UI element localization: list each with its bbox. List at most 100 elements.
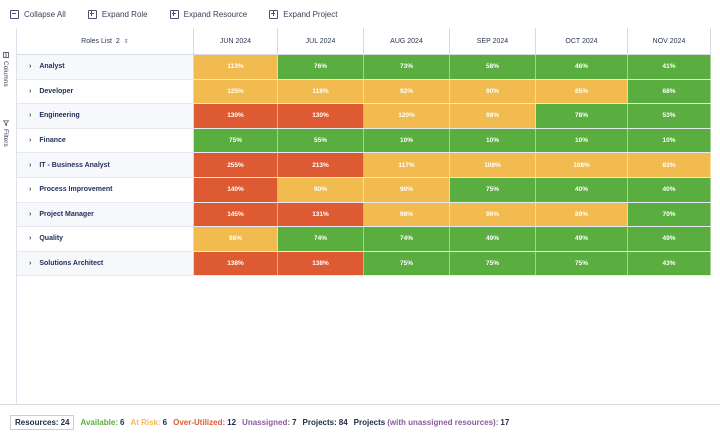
utilization-cell[interactable]: 85% <box>536 79 628 104</box>
utilization-cell[interactable]: 55% <box>278 128 364 153</box>
chevron-right-icon[interactable]: › <box>29 260 32 268</box>
utilization-cell[interactable]: 131% <box>278 202 364 227</box>
roles-list-header[interactable]: Roles List 2 ⇕ <box>17 28 194 54</box>
table-row[interactable]: › Quality 86% 74% 74% 49% 49% 49% <box>17 227 711 252</box>
chevron-right-icon[interactable]: › <box>29 112 32 120</box>
utilization-cell[interactable]: 74% <box>278 227 364 251</box>
month-header[interactable]: SEP 2024 <box>450 28 536 54</box>
over-utilized-summary[interactable]: Over-Utilized: 12 <box>173 418 236 427</box>
role-cell[interactable]: › Project Manager <box>17 202 194 227</box>
utilization-cell[interactable]: 41% <box>628 55 711 79</box>
utilization-cell[interactable]: 75% <box>450 177 536 202</box>
utilization-cell[interactable]: 10% <box>628 128 711 153</box>
utilization-cell[interactable]: 76% <box>278 55 364 79</box>
projects-summary[interactable]: Projects: 84 <box>303 418 348 427</box>
expand-role-button[interactable]: Expand Role <box>87 9 148 19</box>
utilization-cell[interactable]: 138% <box>278 251 364 276</box>
utilization-cell[interactable]: 75% <box>364 251 450 276</box>
utilization-cell[interactable]: 83% <box>628 153 711 177</box>
utilization-cell[interactable]: 89% <box>536 202 628 227</box>
month-header[interactable]: AUG 2024 <box>364 28 450 54</box>
table-row[interactable]: › IT - Business Analyst 255% 213% 117% 108% 10… <box>17 153 711 178</box>
utilization-cell[interactable]: 108% <box>450 153 536 177</box>
utilization-cell[interactable]: 98% <box>364 202 450 227</box>
columns-tab[interactable]: Columns <box>2 52 9 87</box>
utilization-cell[interactable]: 113% <box>194 55 278 79</box>
utilization-cell[interactable]: 108% <box>536 153 628 177</box>
utilization-cell[interactable]: 78% <box>536 104 628 128</box>
utilization-cell[interactable]: 140% <box>194 177 278 202</box>
utilization-cell[interactable]: 75% <box>450 251 536 276</box>
chevron-right-icon[interactable]: › <box>29 186 32 194</box>
utilization-cell[interactable]: 213% <box>278 153 364 177</box>
utilization-cell[interactable]: 68% <box>628 79 711 104</box>
utilization-cell[interactable]: 120% <box>364 104 450 128</box>
role-cell[interactable]: › Finance <box>17 128 194 153</box>
role-cell[interactable]: › IT - Business Analyst <box>17 153 194 177</box>
utilization-cell[interactable]: 90% <box>450 79 536 104</box>
collapse-all-button[interactable]: Collapse All <box>10 9 66 19</box>
unassigned-summary[interactable]: Unassigned: 7 <box>242 418 296 427</box>
table-row[interactable]: › Analyst 113% 76% 73% 58% 46% 41% <box>17 55 711 80</box>
utilization-cell[interactable]: 90% <box>278 177 364 202</box>
month-header[interactable]: JUN 2024 <box>194 28 278 54</box>
utilization-cell[interactable]: 145% <box>194 202 278 227</box>
table-row[interactable]: › Engineering 130% 130% 120% 98% 78% 53% <box>17 104 711 129</box>
chevron-right-icon[interactable]: › <box>29 87 32 95</box>
chevron-right-icon[interactable]: › <box>29 210 32 218</box>
role-cell[interactable]: › Solutions Architect <box>17 251 194 276</box>
utilization-cell[interactable]: 49% <box>628 227 711 251</box>
utilization-cell[interactable]: 118% <box>278 79 364 104</box>
chevron-right-icon[interactable]: › <box>29 161 32 169</box>
utilization-cell[interactable]: 90% <box>364 177 450 202</box>
utilization-cell[interactable]: 75% <box>194 128 278 153</box>
at-risk-summary[interactable]: At Risk: 6 <box>130 418 167 427</box>
utilization-cell[interactable]: 138% <box>194 251 278 276</box>
utilization-cell[interactable]: 73% <box>364 55 450 79</box>
utilization-cell[interactable]: 58% <box>450 55 536 79</box>
utilization-cell[interactable]: 255% <box>194 153 278 177</box>
month-header[interactable]: NOV 2024 <box>628 28 711 54</box>
chevron-right-icon[interactable]: › <box>29 63 32 71</box>
expand-resource-button[interactable]: Expand Resource <box>169 9 247 19</box>
utilization-cell[interactable]: 130% <box>278 104 364 128</box>
month-header[interactable]: OCT 2024 <box>536 28 628 54</box>
table-row[interactable]: › Project Manager 145% 131% 98% 96% 89% 70% <box>17 202 711 228</box>
utilization-cell[interactable]: 49% <box>536 227 628 251</box>
utilization-cell[interactable]: 43% <box>628 251 711 276</box>
utilization-cell[interactable]: 130% <box>194 104 278 128</box>
utilization-cell[interactable]: 125% <box>194 79 278 104</box>
utilization-cell[interactable]: 53% <box>628 104 711 128</box>
month-header[interactable]: JUL 2024 <box>278 28 364 54</box>
role-cell[interactable]: › Quality <box>17 227 194 251</box>
utilization-cell[interactable]: 49% <box>450 227 536 251</box>
utilization-cell[interactable]: 92% <box>364 79 450 104</box>
table-row[interactable]: › Solutions Architect 138% 138% 75% 75% 75% 43% <box>17 251 711 277</box>
utilization-cell[interactable]: 10% <box>450 128 536 153</box>
utilization-cell[interactable]: 86% <box>194 227 278 251</box>
filters-tab[interactable]: Filters <box>2 120 9 147</box>
expand-project-button[interactable]: Expand Project <box>269 9 337 19</box>
available-summary[interactable]: Available: 6 <box>80 418 124 427</box>
projects-unassigned-summary[interactable]: Projects (with unassigned resources): 17 <box>354 418 510 427</box>
table-row[interactable]: › Process Improvement 140% 90% 90% 75% 40% 40% <box>17 177 711 203</box>
utilization-cell[interactable]: 96% <box>450 202 536 227</box>
utilization-cell[interactable]: 70% <box>628 202 711 227</box>
utilization-cell[interactable]: 40% <box>536 177 628 202</box>
utilization-cell[interactable]: 10% <box>364 128 450 153</box>
utilization-cell[interactable]: 40% <box>628 177 711 202</box>
role-cell[interactable]: › Engineering <box>17 104 194 128</box>
utilization-cell[interactable]: 117% <box>364 153 450 177</box>
sort-icon[interactable]: ⇕ <box>123 38 129 45</box>
table-row[interactable]: › Developer 125% 118% 92% 90% 85% 68% <box>17 79 711 105</box>
utilization-cell[interactable]: 74% <box>364 227 450 251</box>
utilization-cell[interactable]: 46% <box>536 55 628 79</box>
chevron-right-icon[interactable]: › <box>29 137 32 145</box>
utilization-cell[interactable]: 75% <box>536 251 628 276</box>
utilization-cell[interactable]: 10% <box>536 128 628 153</box>
chevron-right-icon[interactable]: › <box>29 235 32 243</box>
role-cell[interactable]: › Process Improvement <box>17 177 194 202</box>
role-cell[interactable]: › Analyst <box>17 55 194 79</box>
table-row[interactable]: › Finance 75% 55% 10% 10% 10% 10% <box>17 128 711 154</box>
utilization-cell[interactable]: 98% <box>450 104 536 128</box>
